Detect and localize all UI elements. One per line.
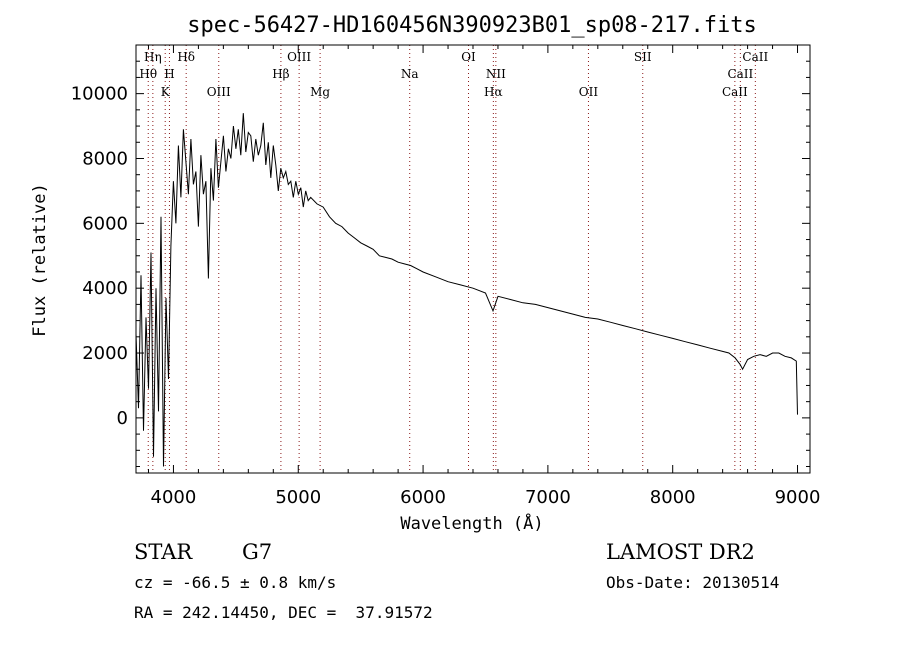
line-label-6: Hβ — [272, 67, 289, 81]
line-label-3: H — [164, 67, 174, 81]
line-label-8: Mg — [310, 85, 330, 99]
x-axis-label: Wavelength (Å) — [400, 512, 543, 534]
y-tick-label-5: 10000 — [71, 84, 128, 105]
line-label-15: CaII — [722, 85, 748, 99]
line-label-14: SII — [634, 50, 652, 64]
line-markers — [147, 45, 756, 473]
line-label-17: CaII — [742, 50, 768, 64]
line-label-5: OIII — [207, 85, 231, 99]
x-axis-ticks: 4000 5000 6000 7000 8000 9000 — [147, 45, 821, 508]
y-tick-label-2: 4000 — [82, 278, 128, 299]
x-tick-label-3: 7000 — [525, 487, 571, 508]
line-label-10: OI — [461, 50, 476, 64]
line-label-4: Hδ — [177, 50, 195, 64]
y-axis-ticks: 0 2000 4000 6000 8000 10000 — [71, 44, 810, 468]
line-label-0: Hη — [144, 50, 162, 64]
line-label-16: CaII — [727, 67, 753, 81]
spectrum-line — [135, 113, 798, 467]
x-tick-label-1: 5000 — [275, 487, 321, 508]
x-tick-label-2: 6000 — [400, 487, 446, 508]
line-label-13: OII — [579, 85, 599, 99]
y-tick-label-0: 0 — [117, 408, 128, 429]
line-label-2: K — [161, 85, 171, 99]
y-tick-label-3: 6000 — [82, 213, 128, 234]
y-tick-label-4: 8000 — [82, 148, 128, 169]
object-class: STAR — [134, 540, 193, 564]
x-tick-label-4: 8000 — [650, 487, 696, 508]
line-label-12: Hα — [484, 85, 503, 99]
y-axis-label: Flux (relative) — [30, 183, 50, 337]
line-label-11: NII — [486, 67, 506, 81]
x-tick-label-5: 9000 — [775, 487, 821, 508]
line-label-7: OIII — [287, 50, 311, 64]
chart-title: spec-56427-HD160456N390923B01_sp08-217.f… — [187, 13, 757, 38]
obs-date: Obs-Date: 20130514 — [606, 573, 780, 592]
object-subclass: G7 — [242, 540, 273, 564]
plot-frame — [135, 44, 811, 474]
redshift-info: cz = -66.5 ± 0.8 km/s — [134, 573, 337, 592]
y-tick-label-1: 2000 — [82, 343, 128, 364]
x-tick-label-0: 4000 — [151, 487, 197, 508]
coordinates: RA = 242.14450, DEC = 37.91572 — [134, 603, 433, 622]
line-label-9: Na — [401, 67, 419, 81]
survey-name: LAMOST DR2 — [606, 540, 755, 564]
line-label-1: Hθ — [139, 67, 157, 81]
